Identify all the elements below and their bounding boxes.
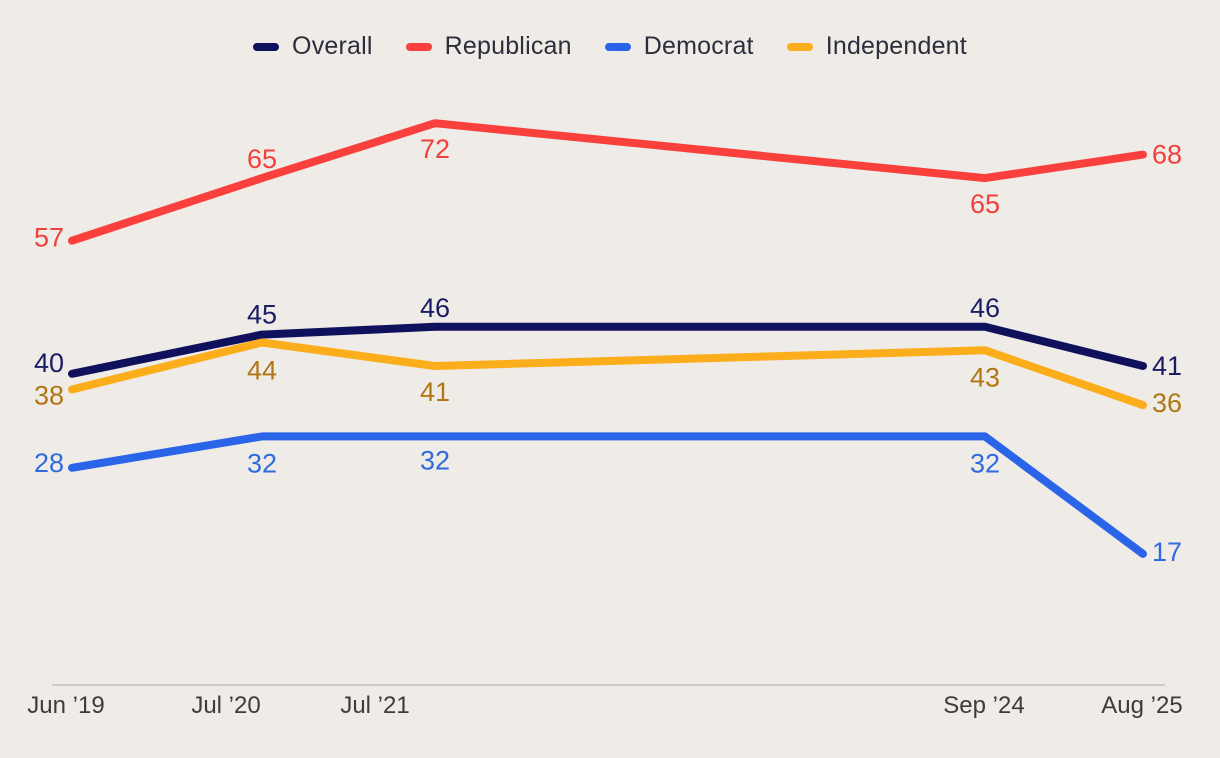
data-label-overall: 46	[420, 293, 450, 323]
x-tick-label: Jun ’19	[27, 692, 104, 719]
data-label-democrat: 28	[34, 448, 64, 478]
x-tick-label: Aug ’25	[1101, 692, 1182, 719]
legend-swatch-independent	[786, 42, 813, 51]
series-line-republican[interactable]	[68, 119, 1147, 245]
legend-label: Republican	[444, 32, 572, 60]
data-label-independent: 36	[1152, 388, 1182, 418]
legend-label: Independent	[825, 32, 967, 60]
legend: Overall Republican Democrat Independent	[0, 32, 1220, 61]
x-tick-label: Sep ’24	[943, 692, 1024, 719]
legend-label: Democrat	[643, 32, 754, 60]
data-label-independent: 41	[420, 377, 450, 407]
legend-item-overall[interactable]: Overall	[253, 32, 373, 61]
legend-swatch-republican	[405, 42, 432, 51]
legend-label: Overall	[292, 32, 373, 60]
data-label-republican: 57	[34, 223, 64, 253]
data-label-overall: 41	[1152, 351, 1182, 381]
series-line-democrat[interactable]	[68, 432, 1147, 558]
data-label-democrat: 32	[420, 445, 450, 475]
data-label-republican: 65	[247, 144, 277, 174]
data-label-independent: 44	[247, 355, 277, 385]
legend-item-democrat[interactable]: Democrat	[604, 32, 754, 61]
legend-item-independent[interactable]: Independent	[786, 32, 967, 61]
data-label-independent: 38	[34, 380, 64, 410]
data-label-democrat: 32	[247, 448, 277, 478]
data-label-democrat: 17	[1152, 537, 1182, 567]
data-label-overall: 46	[970, 293, 1000, 323]
x-tick-label: Jul ’21	[340, 692, 409, 719]
series-line-overall[interactable]	[68, 322, 1147, 378]
legend-swatch-democrat	[604, 42, 631, 51]
data-label-republican: 68	[1152, 140, 1182, 170]
data-label-independent: 43	[970, 362, 1000, 392]
data-label-overall: 45	[247, 300, 277, 330]
data-label-republican: 72	[420, 134, 450, 164]
data-label-democrat: 32	[970, 448, 1000, 478]
data-label-overall: 40	[34, 348, 64, 378]
x-tick-label: Jul ’20	[191, 692, 260, 719]
data-label-republican: 65	[970, 189, 1000, 219]
legend-swatch-overall	[253, 42, 280, 51]
series-line-independent[interactable]	[68, 338, 1147, 410]
legend-item-republican[interactable]: Republican	[405, 32, 572, 61]
